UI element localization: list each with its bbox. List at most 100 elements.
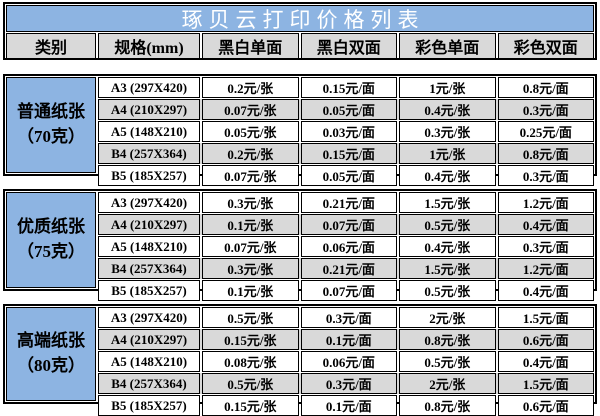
price-color-double: 0.3元/面	[497, 99, 594, 120]
price-color-double: 1.2元/面	[497, 258, 594, 279]
table-row: B4 (257X364) 0.2元/张 0.15元/面 1元/张 0.8元/面	[98, 143, 594, 164]
price-color-single: 0.4元/张	[399, 165, 496, 186]
price-bw-double: 0.07元/面	[300, 214, 397, 235]
table-row: A4 (210X297) 0.1元/张 0.07元/面 0.5元/张 0.4元/…	[98, 214, 594, 235]
table-row: A5 (148X210) 0.07元/张 0.06元/面 0.4元/张 0.3元…	[98, 236, 594, 257]
price-bw-double: 0.3元/面	[300, 307, 397, 328]
price-color-single: 0.5元/张	[399, 280, 496, 301]
section-rows: A3 (297X420) 0.2元/张 0.15元/面 1元/张 0.8元/面 …	[98, 77, 594, 186]
price-bw-single: 0.3元/张	[202, 258, 299, 279]
table-row: B4 (257X364) 0.5元/张 0.3元/面 2元/张 1.5元/面	[98, 373, 594, 394]
column-header-bw-double: 黑白双面	[300, 33, 397, 59]
price-color-single: 0.8元/张	[399, 395, 496, 416]
price-color-single: 1元/张	[399, 143, 496, 164]
price-color-double: 0.8元/面	[497, 143, 594, 164]
table-title: 琢贝云打印价格列表	[6, 5, 594, 32]
price-bw-double: 0.06元/面	[300, 236, 397, 257]
header-block: 琢贝云打印价格列表 类别 规格(mm) 黑白单面 黑白双面 彩色单面 彩色双面	[3, 2, 597, 60]
price-color-double: 0.4元/面	[497, 214, 594, 235]
price-color-double: 1.2元/面	[497, 192, 594, 213]
column-header-bw-single: 黑白单面	[202, 33, 299, 59]
price-color-single: 0.8元/张	[399, 329, 496, 350]
price-bw-single: 0.3元/张	[202, 192, 299, 213]
spec-cell: A3 (297X420)	[98, 307, 200, 328]
price-color-double: 1.5元/面	[497, 373, 594, 394]
price-color-single: 0.4元/张	[399, 236, 496, 257]
spec-cell: B4 (257X364)	[98, 373, 200, 394]
price-bw-single: 0.07元/张	[202, 236, 299, 257]
table-row: A5 (148X210) 0.08元/张 0.06元/面 0.5元/张 0.4元…	[98, 351, 594, 372]
price-bw-double: 0.1元/面	[300, 395, 397, 416]
price-color-single: 2元/张	[399, 373, 496, 394]
price-bw-double: 0.07元/面	[300, 280, 397, 301]
price-color-double: 0.3元/面	[497, 236, 594, 257]
table-row: B5 (185X257) 0.15元/张 0.1元/面 0.8元/张 0.6元/…	[98, 395, 594, 416]
price-bw-single: 0.5元/张	[202, 373, 299, 394]
category-cell: 高端纸张 （80克）	[6, 307, 96, 401]
table-row: A3 (297X420) 0.2元/张 0.15元/面 1元/张 0.8元/面	[98, 77, 594, 98]
price-bw-double: 0.05元/面	[300, 99, 397, 120]
price-bw-double: 0.15元/面	[300, 143, 397, 164]
column-header-color-single: 彩色单面	[399, 33, 496, 59]
section-ordinary-paper: 普通纸张 （70克） A3 (297X420) 0.2元/张 0.15元/面 1…	[3, 74, 597, 186]
price-color-single: 1元/张	[399, 77, 496, 98]
table-row: A4 (210X297) 0.07元/张 0.05元/面 0.4元/张 0.3元…	[98, 99, 594, 120]
price-color-double: 1.5元/面	[497, 307, 594, 328]
spec-cell: A4 (210X297)	[98, 329, 200, 350]
section-rows: A3 (297X420) 0.3元/张 0.21元/面 1.5元/张 1.2元/…	[98, 192, 594, 301]
price-bw-single: 0.05元/张	[202, 121, 299, 142]
price-color-double: 0.4元/面	[497, 351, 594, 372]
price-bw-single: 0.5元/张	[202, 307, 299, 328]
price-bw-single: 0.15元/张	[202, 329, 299, 350]
price-bw-double: 0.03元/面	[300, 121, 397, 142]
price-color-double: 0.6元/面	[497, 329, 594, 350]
category-name: 优质纸张	[17, 217, 85, 237]
price-bw-double: 0.06元/面	[300, 351, 397, 372]
category-weight: （80克）	[17, 356, 85, 375]
price-bw-single: 0.1元/张	[202, 280, 299, 301]
price-bw-double: 0.21元/面	[300, 258, 397, 279]
price-bw-double: 0.3元/面	[300, 373, 397, 394]
spec-cell: B4 (257X364)	[98, 258, 200, 279]
price-color-single: 1.5元/张	[399, 258, 496, 279]
price-bw-single: 0.1元/张	[202, 214, 299, 235]
price-color-single: 1.5元/张	[399, 192, 496, 213]
section-rows: A3 (297X420) 0.5元/张 0.3元/面 2元/张 1.5元/面 A…	[98, 307, 594, 416]
spec-cell: B4 (257X364)	[98, 143, 200, 164]
table-row: A3 (297X420) 0.5元/张 0.3元/面 2元/张 1.5元/面	[98, 307, 594, 328]
price-bw-double: 0.21元/面	[300, 192, 397, 213]
price-bw-single: 0.15元/张	[202, 395, 299, 416]
spec-cell: B5 (185X257)	[98, 395, 200, 416]
category-cell: 优质纸张 （75克）	[6, 192, 96, 288]
price-bw-single: 0.08元/张	[202, 351, 299, 372]
section-premium-paper: 高端纸张 （80克） A3 (297X420) 0.5元/张 0.3元/面 2元…	[3, 304, 597, 416]
category-cell: 普通纸张 （70克）	[6, 77, 96, 173]
price-bw-single: 0.2元/张	[202, 143, 299, 164]
price-color-single: 2元/张	[399, 307, 496, 328]
price-color-double: 0.8元/面	[497, 77, 594, 98]
table-row: A4 (210X297) 0.15元/张 0.1元/面 0.8元/张 0.6元/…	[98, 329, 594, 350]
price-color-single: 0.5元/张	[399, 351, 496, 372]
spec-cell: A3 (297X420)	[98, 77, 200, 98]
price-color-double: 0.3元/面	[497, 165, 594, 186]
price-color-double: 0.25元/面	[497, 121, 594, 142]
category-weight: （70克）	[17, 127, 85, 146]
table-row: B5 (185X257) 0.07元/张 0.05元/面 0.4元/张 0.3元…	[98, 165, 594, 186]
spec-cell: A3 (297X420)	[98, 192, 200, 213]
price-list-page: 琢贝云打印价格列表 类别 规格(mm) 黑白单面 黑白双面 彩色单面 彩色双面 …	[3, 2, 597, 416]
price-bw-single: 0.2元/张	[202, 77, 299, 98]
price-color-single: 0.5元/张	[399, 214, 496, 235]
price-color-single: 0.4元/张	[399, 99, 496, 120]
spec-cell: B5 (185X257)	[98, 280, 200, 301]
price-bw-single: 0.07元/张	[202, 165, 299, 186]
column-header-color-double: 彩色双面	[497, 33, 594, 59]
price-bw-double: 0.05元/面	[300, 165, 397, 186]
section-quality-paper: 优质纸张 （75克） A3 (297X420) 0.3元/张 0.21元/面 1…	[3, 189, 597, 301]
spec-cell: A5 (148X210)	[98, 121, 200, 142]
table-row: A5 (148X210) 0.05元/张 0.03元/面 0.3元/张 0.25…	[98, 121, 594, 142]
price-color-double: 0.6元/面	[497, 395, 594, 416]
price-bw-double: 0.1元/面	[300, 329, 397, 350]
column-header-spec: 规格(mm)	[98, 33, 200, 59]
price-bw-double: 0.15元/面	[300, 77, 397, 98]
category-name: 普通纸张	[17, 102, 85, 122]
